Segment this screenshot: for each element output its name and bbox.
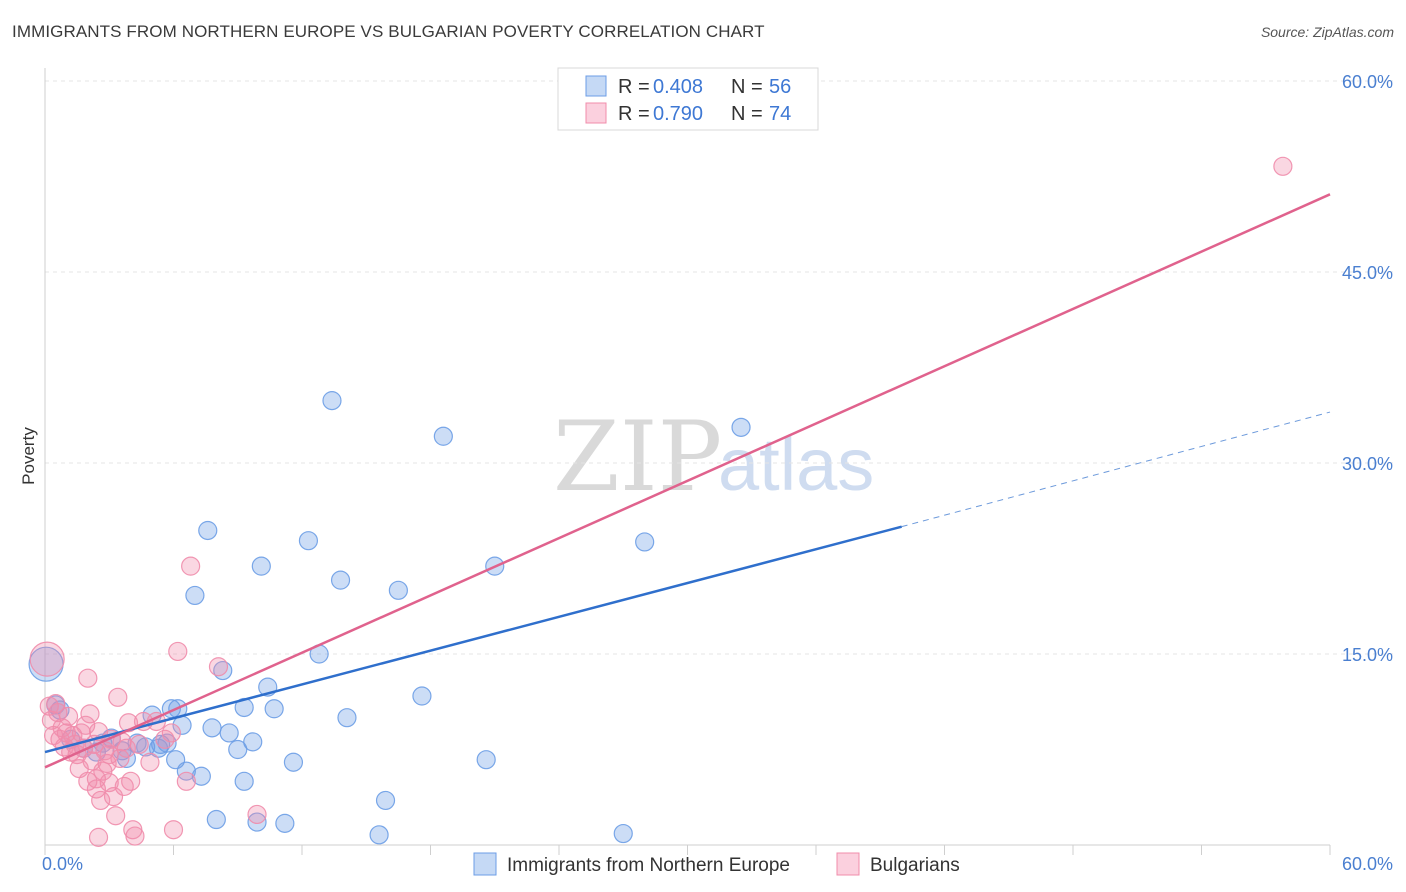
data-point-bulgarians [181, 556, 201, 576]
data-point-immigrants [185, 585, 205, 606]
data-point-bulgarians [140, 752, 160, 772]
axes [44, 68, 1331, 855]
data-point-bulgarians [106, 806, 126, 826]
watermark-zip: ZIP [553, 401, 722, 513]
data-point-immigrants [228, 739, 248, 760]
data-point-bulgarians [1273, 156, 1293, 176]
data-point-bulgarians [99, 744, 119, 765]
data-point-immigrants [337, 708, 357, 728]
data-point-bulgarians [29, 641, 65, 677]
y-tick-label: 30.0% [1342, 454, 1393, 474]
data-point-bulgarians [163, 820, 184, 840]
data-point-immigrants [375, 790, 396, 811]
watermark-atlas: atlas [718, 423, 874, 506]
data-point-bulgarians [80, 704, 100, 724]
legend-swatch-pink [585, 102, 607, 124]
data-point-bulgarians [86, 769, 107, 789]
series-legend-swatch-blue [473, 852, 497, 876]
x-tick-label: 60.0% [1342, 854, 1393, 874]
data-point-immigrants [476, 750, 496, 770]
trend-line-bulgarians [44, 193, 1331, 769]
y-tick-label: 60.0% [1342, 72, 1393, 92]
data-point-bulgarians [78, 668, 98, 688]
data-point-bulgarians [108, 687, 128, 707]
x-tick-labels: 0.0% 60.0% [42, 854, 1393, 874]
data-point-immigrants [198, 520, 218, 541]
data-point-immigrants [243, 732, 263, 752]
data-point-immigrants [251, 556, 271, 576]
data-point-immigrants [206, 809, 226, 830]
data-point-bulgarians [129, 734, 149, 755]
legend-swatch-blue [585, 75, 607, 97]
trend-line-immigrants [44, 525, 902, 754]
data-point-bulgarians [116, 738, 136, 758]
data-point-immigrants [275, 813, 295, 833]
data-point-bulgarians [48, 702, 68, 723]
y-axis-label: Poverty [19, 427, 38, 485]
chart-title: IMMIGRANTS FROM NORTHERN EUROPE VS BULGA… [12, 22, 765, 41]
trend-line-immigrants-extension [901, 411, 1331, 528]
legend-n-label-blue: N = [731, 76, 763, 98]
legend-n-value-pink: 74 [769, 103, 791, 125]
data-point-bulgarians [91, 790, 111, 811]
data-point-immigrants [388, 580, 408, 600]
data-point-immigrants [635, 532, 655, 552]
legend-r-value-pink: 0.790 [653, 103, 703, 125]
data-point-immigrants [264, 699, 284, 719]
data-point-immigrants [613, 823, 633, 844]
data-point-immigrants [202, 718, 222, 738]
correlation-legend: R = 0.408 N = 56 R = 0.790 N = 74 [557, 67, 819, 131]
legend-r-label-pink: R = [618, 103, 650, 125]
source-credit: Source: ZipAtlas.com [1260, 24, 1394, 40]
data-point-bulgarians [114, 776, 134, 797]
data-point-bulgarians [208, 657, 229, 677]
series-legend-label-immigrants: Immigrants from Northern Europe [507, 855, 790, 876]
legend-r-value-blue: 0.408 [653, 76, 703, 98]
data-point-immigrants [330, 570, 351, 590]
data-point-immigrants [322, 391, 342, 411]
data-point-bulgarians [58, 706, 79, 726]
legend-r-label-blue: R = [618, 76, 650, 98]
series-legend-swatch-pink [836, 852, 860, 876]
data-point-bulgarians [168, 641, 188, 662]
data-point-immigrants [191, 766, 211, 786]
series-legend: Immigrants from Northern Europe Bulgaria… [473, 852, 960, 876]
zipatlas-watermark: ZIP atlas [553, 401, 874, 513]
data-point-immigrants [234, 771, 254, 791]
data-point-bulgarians [110, 748, 130, 769]
data-point-immigrants [298, 531, 319, 551]
legend-n-value-blue: 56 [769, 76, 791, 98]
data-point-immigrants [283, 752, 304, 772]
data-point-immigrants [433, 426, 453, 446]
data-point-bulgarians [247, 804, 267, 825]
data-point-immigrants [219, 723, 239, 743]
data-point-bulgarians [125, 826, 145, 846]
data-point-immigrants [176, 761, 196, 781]
y-tick-label: 15.0% [1342, 645, 1393, 665]
data-point-immigrants [247, 812, 267, 832]
data-point-immigrants [369, 825, 389, 845]
data-point-bulgarians [161, 723, 181, 743]
data-point-bulgarians [176, 771, 196, 791]
legend-n-label-pink: N = [731, 103, 763, 125]
y-tick-label: 45.0% [1342, 263, 1393, 283]
x-tick-label: 0.0% [42, 854, 83, 874]
data-point-immigrants [412, 686, 432, 706]
trend-lines [44, 193, 1331, 769]
data-point-immigrants [731, 417, 751, 437]
data-point-bulgarians [121, 771, 141, 791]
series-legend-label-bulgarians: Bulgarians [870, 855, 960, 876]
data-point-bulgarians [88, 827, 109, 847]
y-tick-labels: 15.0% 30.0% 45.0% 60.0% [1342, 72, 1393, 665]
gridlines [45, 80, 1394, 655]
